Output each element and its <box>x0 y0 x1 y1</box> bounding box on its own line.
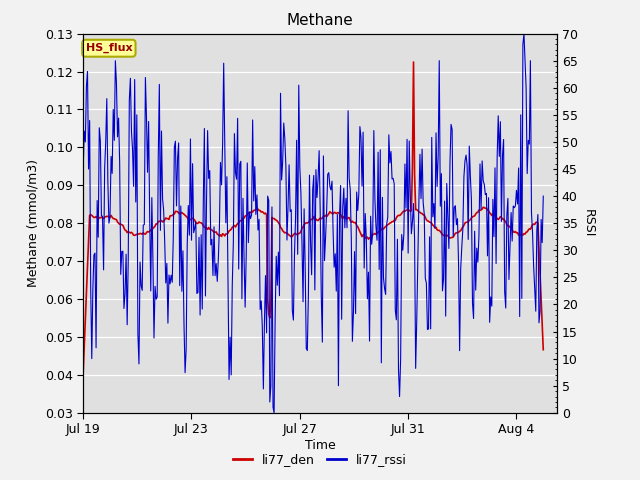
Y-axis label: Methane (mmol/m3): Methane (mmol/m3) <box>26 159 39 287</box>
Title: Methane: Methane <box>287 13 353 28</box>
Legend: li77_den, li77_rssi: li77_den, li77_rssi <box>228 448 412 471</box>
Y-axis label: RSSI: RSSI <box>581 209 595 238</box>
Text: HS_flux: HS_flux <box>86 43 132 53</box>
X-axis label: Time: Time <box>305 439 335 452</box>
